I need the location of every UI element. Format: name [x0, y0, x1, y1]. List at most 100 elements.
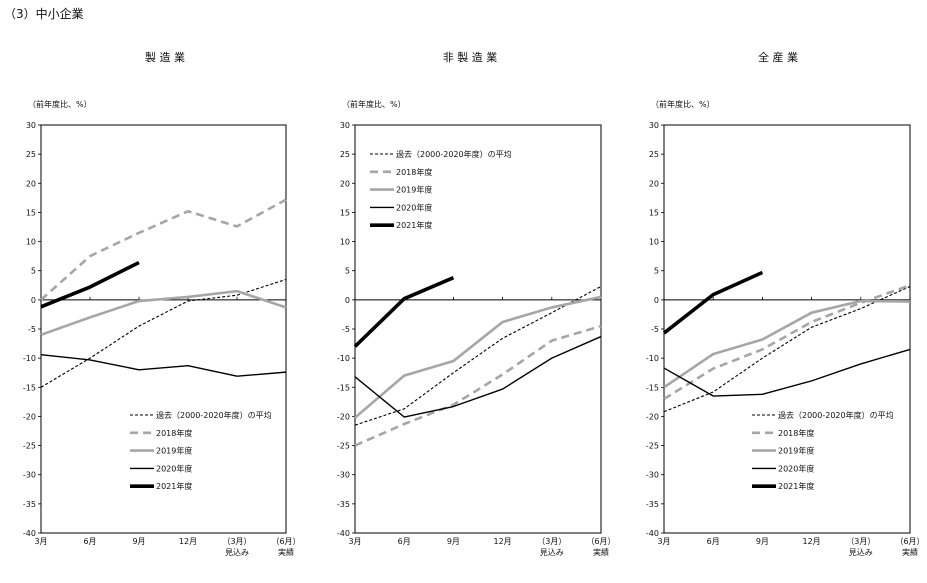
x-tick-label: （3月）: [537, 537, 566, 546]
y-tick-label: 0: [654, 296, 659, 305]
legend-label: 2019年度: [778, 446, 814, 456]
x-tick-label: 実績: [593, 547, 609, 557]
y-tick-label: 20: [649, 179, 659, 188]
x-tick-label: 9月: [447, 537, 460, 546]
legend-label: 2020年度: [156, 463, 192, 473]
x-tick-label: 6月: [398, 537, 411, 546]
y-tick-label: -30: [23, 471, 36, 480]
series-line-y2019: [40, 289, 287, 337]
y-tick-label: 10: [340, 238, 350, 247]
legend-label: 過去（2000-2020年度）の平均: [396, 149, 512, 159]
y-tick-label: -25: [646, 442, 659, 451]
legend-label: 2021年度: [396, 220, 432, 230]
series-line-y2021: [40, 260, 140, 309]
legend-label: 2019年度: [396, 185, 432, 195]
x-tick-label: 実績: [278, 547, 294, 557]
x-tick-label: 3月: [657, 537, 670, 546]
y-tick-label: -10: [23, 354, 36, 363]
section-header: （3）中小企業: [4, 7, 84, 21]
series-line-y2020: [40, 353, 287, 377]
x-tick-label: 見込み: [540, 548, 564, 557]
y-axis-label: （前年度比、%）: [28, 99, 92, 109]
series-line-y2018: [40, 198, 287, 301]
y-axis-label: （前年度比、%）: [342, 99, 406, 109]
x-tick-label: 見込み: [225, 548, 249, 557]
y-tick-label: -35: [337, 500, 350, 509]
x-tick-label: （6月）: [271, 537, 300, 546]
y-tick-label: -10: [646, 354, 659, 363]
series-line-y2021: [353, 276, 455, 348]
legend-label: 2018年度: [156, 428, 192, 438]
y-tick-label: 25: [649, 150, 659, 159]
y-tick-label: -35: [23, 500, 36, 509]
y-tick-label: 5: [31, 267, 36, 276]
chart-1: 製 造 業 （前年度比、%） 30 25 20 15 10 5 0 -5 -10 -15 -20 -25 -…: [23, 50, 301, 557]
y-tick-label: 15: [340, 208, 350, 217]
chart-3: 全 産 業 （前年度比、%） 30 25 20 15 10 5 0 -5 -10 -15 -20 -25 -…: [646, 50, 925, 557]
legend-label: 2021年度: [156, 481, 192, 491]
y-tick-label: 30: [26, 121, 36, 130]
y-tick-label: -20: [646, 412, 659, 421]
y-tick-label: 25: [340, 150, 350, 159]
y-tick-label: -30: [646, 471, 659, 480]
y-tick-label: 20: [340, 179, 350, 188]
x-tick-label: 12月: [179, 537, 197, 546]
legend-label: 2018年度: [396, 167, 432, 177]
series-line-y2020: [663, 348, 911, 397]
chart-title: 製 造 業: [145, 50, 185, 64]
x-tick-label: 12月: [494, 537, 512, 546]
legend-label: 2021年度: [778, 481, 814, 491]
y-tick-label: 30: [649, 121, 659, 130]
y-tick-label: 25: [26, 150, 36, 159]
y-tick-label: 0: [345, 296, 350, 305]
x-tick-label: （6月）: [586, 537, 615, 546]
y-axis-label: （前年度比、%）: [651, 99, 715, 109]
legend-label: 2018年度: [778, 428, 814, 438]
y-tick-label: 10: [649, 238, 659, 247]
x-tick-label: 実績: [902, 547, 918, 557]
plot-frame: [354, 124, 602, 534]
y-tick-label: -15: [23, 383, 36, 392]
y-tick-label: 15: [26, 208, 36, 217]
y-tick-label: 0: [31, 296, 36, 305]
x-tick-label: 見込み: [849, 548, 873, 557]
chart-title: 全 産 業: [758, 50, 798, 64]
x-tick-label: （3月）: [846, 537, 875, 546]
legend: 過去（2000-2020年度）の平均 2018年度 2019年度 2020年度 2021…: [370, 149, 512, 230]
x-tick-label: 3月: [34, 537, 47, 546]
y-tick-label: -5: [651, 325, 659, 334]
legend-label: 2019年度: [156, 446, 192, 456]
x-tick-label: 12月: [803, 537, 821, 546]
legend-label: 過去（2000-2020年度）の平均: [778, 410, 894, 420]
legend-label: 2020年度: [778, 463, 814, 473]
y-tick-label: 5: [345, 267, 350, 276]
series-line-avg: [663, 285, 911, 413]
legend-label: 2020年度: [396, 202, 432, 212]
series-line-y2021: [662, 270, 764, 335]
y-tick-label: -20: [337, 412, 350, 421]
series-line-y2020: [354, 335, 602, 418]
series-line-y2019: [354, 295, 602, 419]
y-tick-label: -15: [337, 383, 350, 392]
x-tick-label: 9月: [132, 537, 145, 546]
chart-2: 非 製 造 業 （前年度比、%） 30 25 20 15 10 5 0 -5 -10 -15 -20 -2…: [337, 50, 616, 557]
y-tick-label: -15: [646, 383, 659, 392]
x-tick-label: （6月）: [895, 537, 924, 546]
y-tick-label: 20: [26, 179, 36, 188]
series-line-avg: [40, 278, 287, 388]
x-tick-label: 9月: [756, 537, 769, 546]
y-tick-label: -30: [337, 471, 350, 480]
y-tick-label: -35: [646, 500, 659, 509]
series-line-y2018: [354, 324, 602, 447]
y-tick-label: -40: [337, 529, 350, 538]
y-tick-label: 10: [26, 238, 36, 247]
x-tick-label: （3月）: [222, 537, 251, 546]
y-tick-label: 15: [649, 208, 659, 217]
legend: 過去（2000-2020年度）の平均 2018年度 2019年度 2020年度 2021…: [752, 410, 894, 491]
y-tick-label: 5: [654, 267, 659, 276]
series-line-y2019: [663, 299, 911, 389]
y-tick-label: 30: [340, 121, 350, 130]
legend: 過去（2000-2020年度）の平均 2018年度 2019年度 2020年度 2021…: [130, 410, 272, 491]
x-tick-label: 3月: [348, 537, 361, 546]
